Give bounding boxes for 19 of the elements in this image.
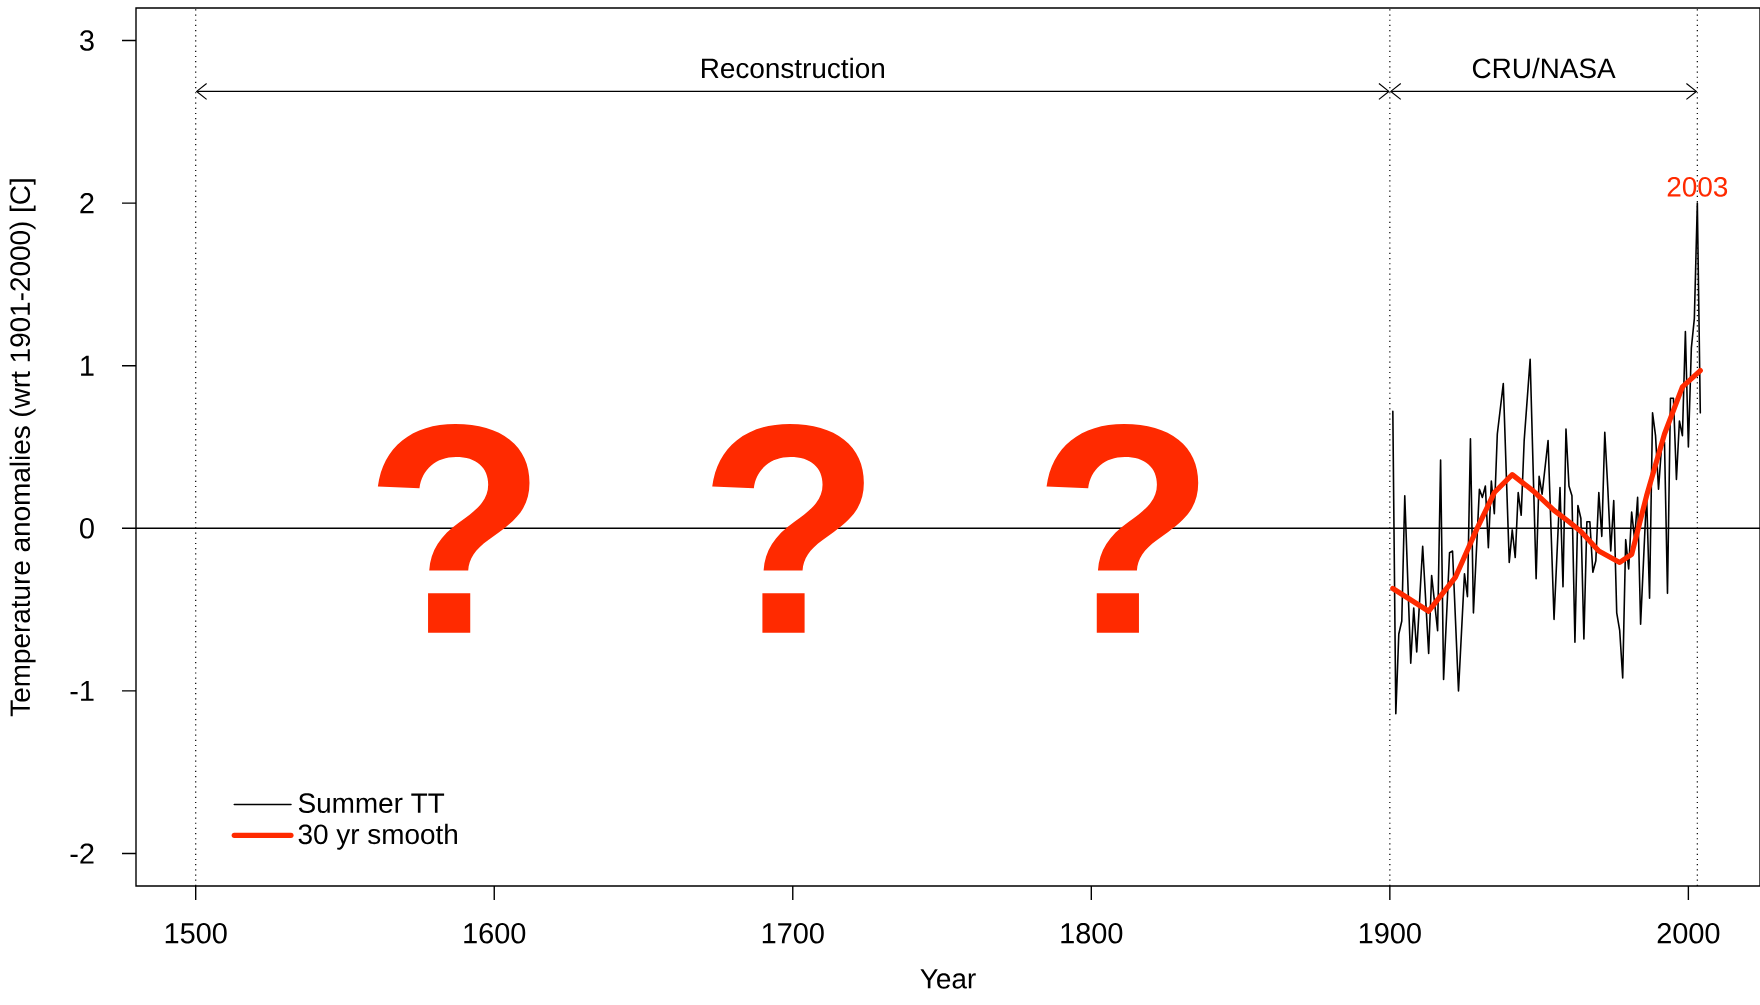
x-tick-label: 1500 [165,923,227,944]
y-tick-label: 1 [81,355,94,376]
y-tick-label: -1 [70,680,94,701]
annotation: 2003 [1667,176,1728,197]
x-tick-label: 1900 [1359,923,1421,944]
y-tick-label: -2 [70,843,94,864]
y-axis-title: Temperature anomalies (wrt 1901-2000) [C] [9,179,36,717]
y-tick-label: 2 [80,193,94,214]
annotation: CRU/NASA [1472,57,1616,79]
x-tick-label: 2000 [1657,923,1720,944]
legend-label: 30 yr smooth [298,823,457,850]
x-axis-title: Year [920,969,976,989]
x-tick-label: 1800 [1061,923,1123,944]
legend-label: Summer TT [298,793,445,814]
y-tick-label: 0 [80,518,94,539]
annotation: Reconstruction [702,57,884,79]
x-tick-label: 1700 [762,923,824,944]
x-tick-label: 1600 [464,923,526,944]
y-tick-label: 3 [79,30,94,51]
